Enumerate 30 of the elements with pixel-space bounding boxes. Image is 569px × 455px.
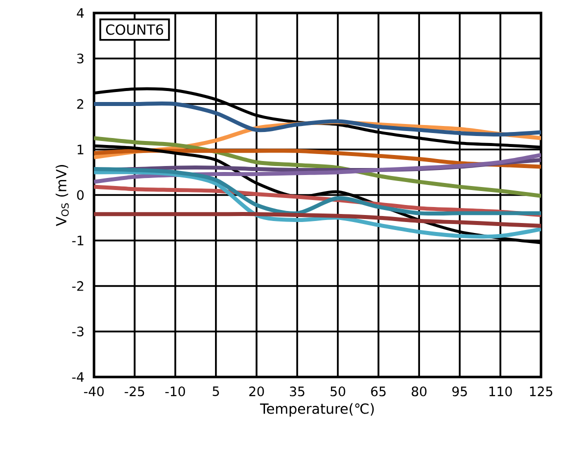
- y-tick-label: -3: [72, 326, 84, 336]
- x-tick-label: 110: [489, 386, 512, 396]
- y-tick-label: 3: [77, 54, 84, 64]
- y-tick-label: 0: [77, 190, 84, 200]
- x-tick-label: 5: [212, 386, 219, 396]
- y-axis-title: V$_{OS}$ (mV): [56, 165, 69, 226]
- x-tick-label: 125: [530, 386, 552, 396]
- x-tick-label: 95: [452, 386, 467, 396]
- line-series: [94, 152, 542, 184]
- annotation: COUNT6: [106, 24, 164, 35]
- y-tick-label: -2: [72, 281, 84, 291]
- y-tick-label: 2: [77, 99, 84, 109]
- line-series: [94, 101, 542, 136]
- x-tick-label: -40: [84, 386, 104, 396]
- y-tick-label: -4: [72, 372, 84, 382]
- y-tick-label: 1: [78, 144, 84, 154]
- x-tick-label: 50: [330, 386, 346, 396]
- x-axis-title: Temperature(℃): [260, 403, 374, 417]
- line-series: [94, 212, 542, 228]
- x-tick-label: -10: [165, 386, 185, 396]
- x-tick-label: -25: [124, 386, 144, 396]
- line-series: [94, 167, 542, 216]
- x-tick-label: 35: [290, 386, 304, 396]
- x-tick-label: 65: [371, 386, 386, 396]
- x-tick-label: 80: [412, 386, 426, 396]
- x-tick-label: 20: [249, 386, 264, 396]
- y-tick-label: 4: [76, 8, 84, 18]
- line-series: [94, 170, 542, 239]
- line-series: [94, 136, 542, 198]
- y-tick-label: -1: [72, 236, 84, 246]
